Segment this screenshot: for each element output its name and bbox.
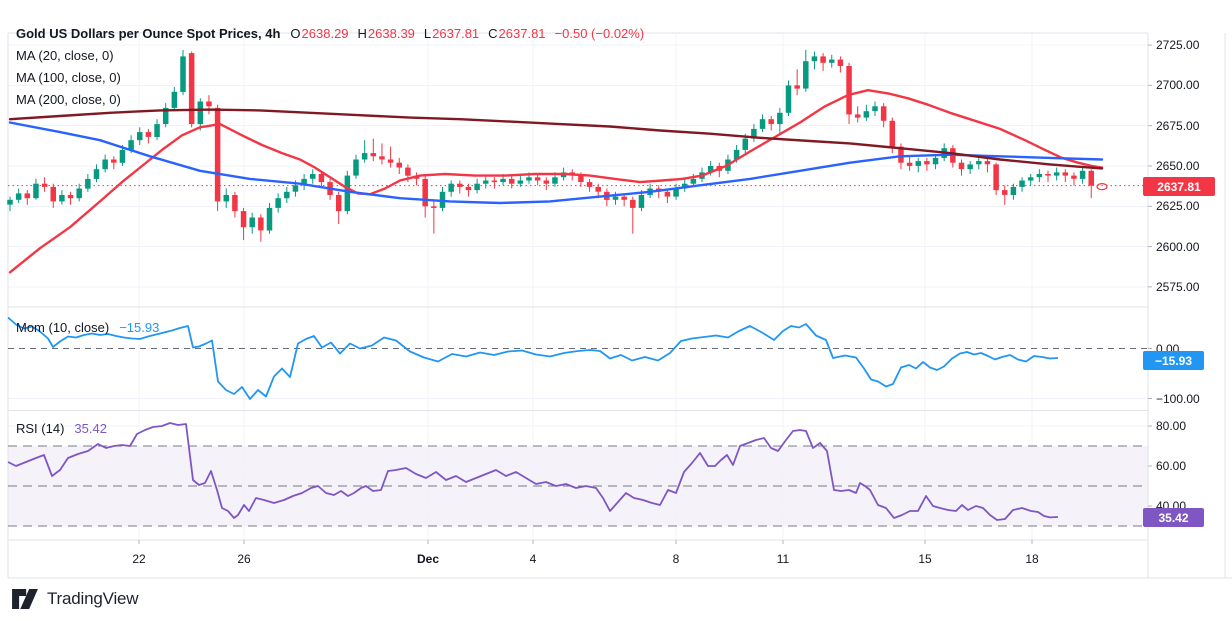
tradingview-logo-text: TradingView [47, 589, 139, 608]
symbol-header-row[interactable]: Gold US Dollars per Ounce Spot Prices, 4… [16, 22, 644, 44]
ma-20-line[interactable] [8, 88, 1104, 274]
symbol-title[interactable]: Gold US Dollars per Ounce Spot Prices, 4… [16, 25, 281, 41]
ma100-legend-label: MA (100, close, 0) [16, 69, 121, 85]
momentum-value-badge: −15.93 [1143, 351, 1204, 370]
rsi-legend-value: 35.42 [74, 421, 107, 436]
ma20-legend-label: MA (20, close, 0) [16, 47, 114, 63]
ma-200-line[interactable] [8, 108, 1104, 170]
momentum-legend[interactable]: Mom (10, close) −15.93 [16, 320, 159, 335]
low-label: L [423, 25, 432, 41]
high-value: 2638.39 [367, 25, 415, 41]
momentum-legend-value: −15.93 [119, 320, 160, 335]
momentum-line[interactable] [7, 316, 1059, 400]
last-bar-marker [1096, 183, 1108, 191]
ohlc-values: O 2638.29 H 2638.39 L 2637.81 C 2637.81 −0.5… [290, 26, 644, 41]
high-label: H [357, 25, 367, 41]
last-price-badge: 2637.81 [1143, 177, 1215, 196]
momentum-legend-label: Mom (10, close) [16, 320, 110, 335]
ma-100-line[interactable] [8, 121, 1104, 205]
rsi-value-badge: 35.42 [1143, 508, 1204, 527]
change-value: −0.50 (−0.02%) [554, 25, 645, 41]
open-value: 2638.29 [301, 25, 349, 41]
ma200-legend[interactable]: MA (200, close, 0) [16, 88, 644, 110]
ma20-legend[interactable]: MA (20, close, 0) [16, 44, 644, 66]
rsi-line[interactable] [7, 422, 1059, 521]
low-value: 2637.81 [432, 25, 480, 41]
tradingview-logo[interactable]: TradingView [12, 589, 139, 609]
close-value: 2637.81 [498, 25, 546, 41]
ma200-legend-label: MA (200, close, 0) [16, 91, 121, 107]
main-legend: Gold US Dollars per Ounce Spot Prices, 4… [16, 22, 644, 110]
close-label: C [488, 25, 498, 41]
rsi-legend[interactable]: RSI (14) 35.42 [16, 421, 107, 436]
ma100-legend[interactable]: MA (100, close, 0) [16, 66, 644, 88]
open-label: O [290, 25, 301, 41]
rsi-legend-label: RSI (14) [16, 421, 65, 436]
tradingview-logo-icon [12, 589, 38, 609]
